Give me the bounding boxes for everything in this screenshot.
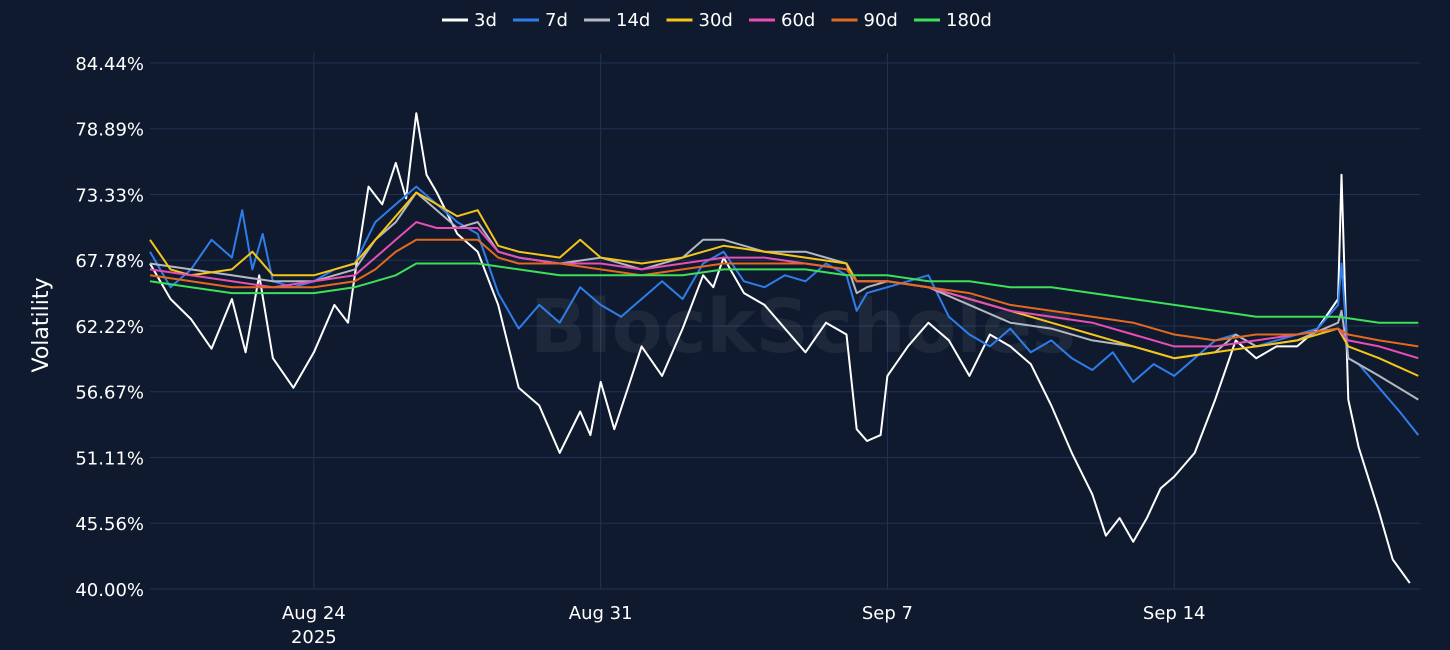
y-tick-label: 73.33%	[75, 186, 144, 207]
watermark-text: BlockScholes	[530, 284, 1076, 370]
y-tick-label: 84.44%	[75, 54, 144, 75]
grid-lines	[150, 53, 1420, 590]
x-tick-year-label: 2025	[291, 627, 337, 648]
y-tick-label: 78.89%	[75, 120, 144, 141]
x-tick-label: Sep 7	[862, 603, 913, 624]
x-tick-label: Aug 31	[569, 603, 633, 624]
series-line-30d	[149, 191, 1419, 377]
x-tick-label: Sep 14	[1143, 603, 1206, 624]
series-line-180d	[149, 262, 1419, 324]
legend-label-7d: 7d	[545, 10, 568, 31]
legend-label-3d: 3d	[474, 10, 497, 31]
y-tick-label: 40.00%	[75, 580, 144, 601]
series-line-90d	[149, 238, 1419, 348]
y-axis: 84.44% 78.89% 73.33% 67.78% 62.22% 56.67% 51.1…	[75, 54, 144, 601]
legend-label-90d: 90d	[864, 10, 898, 31]
y-tick-label: 62.22%	[75, 317, 144, 338]
legend: 3d 7d 14d 30d 60d 90d 180d	[442, 10, 992, 31]
y-tick-label: 51.11%	[75, 449, 144, 470]
x-tick-label: Aug 24	[282, 603, 346, 624]
y-tick-label: 67.78%	[75, 251, 144, 272]
series-line-3d	[149, 112, 1411, 584]
y-tick-label: 56.67%	[75, 383, 144, 404]
x-axis: Aug 24 2025 Aug 31 Sep 7 Sep 14	[282, 603, 1206, 648]
y-axis-title: Volatility	[29, 277, 54, 372]
y-tick-label: 45.56%	[75, 514, 144, 535]
legend-label-180d: 180d	[946, 10, 992, 31]
legend-label-14d: 14d	[616, 10, 650, 31]
series-lines	[149, 112, 1420, 584]
legend-label-60d: 60d	[781, 10, 815, 31]
legend-label-30d: 30d	[699, 10, 733, 31]
series-line-60d	[149, 221, 1419, 360]
